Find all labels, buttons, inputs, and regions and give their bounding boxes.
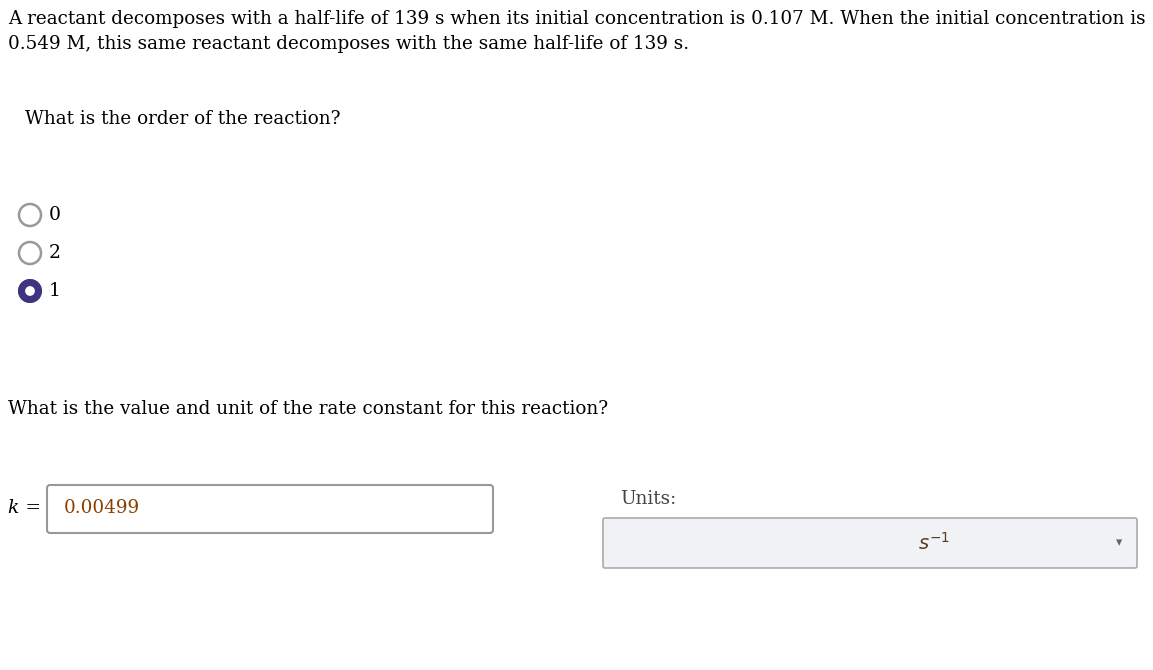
Text: k =: k = <box>8 499 42 517</box>
Text: $s^{-1}$: $s^{-1}$ <box>918 532 950 554</box>
Text: 0: 0 <box>48 206 61 224</box>
Text: 1: 1 <box>48 282 61 300</box>
Circle shape <box>18 242 42 264</box>
Text: ▾: ▾ <box>1116 537 1122 549</box>
Text: What is the order of the reaction?: What is the order of the reaction? <box>25 110 340 128</box>
FancyBboxPatch shape <box>603 518 1137 568</box>
Text: Units:: Units: <box>620 490 677 508</box>
Text: 2: 2 <box>48 244 61 262</box>
Text: A reactant decomposes with a half-life of 139 s when its initial concentration i: A reactant decomposes with a half-life o… <box>8 10 1146 28</box>
Text: 0.549 M, this same reactant decomposes with the same half-life of 139 s.: 0.549 M, this same reactant decomposes w… <box>8 35 689 53</box>
Text: 0.00499: 0.00499 <box>65 499 141 517</box>
Circle shape <box>18 204 42 226</box>
Circle shape <box>25 287 35 295</box>
FancyBboxPatch shape <box>47 485 493 533</box>
Text: What is the value and unit of the rate constant for this reaction?: What is the value and unit of the rate c… <box>8 400 608 418</box>
Circle shape <box>18 280 42 302</box>
